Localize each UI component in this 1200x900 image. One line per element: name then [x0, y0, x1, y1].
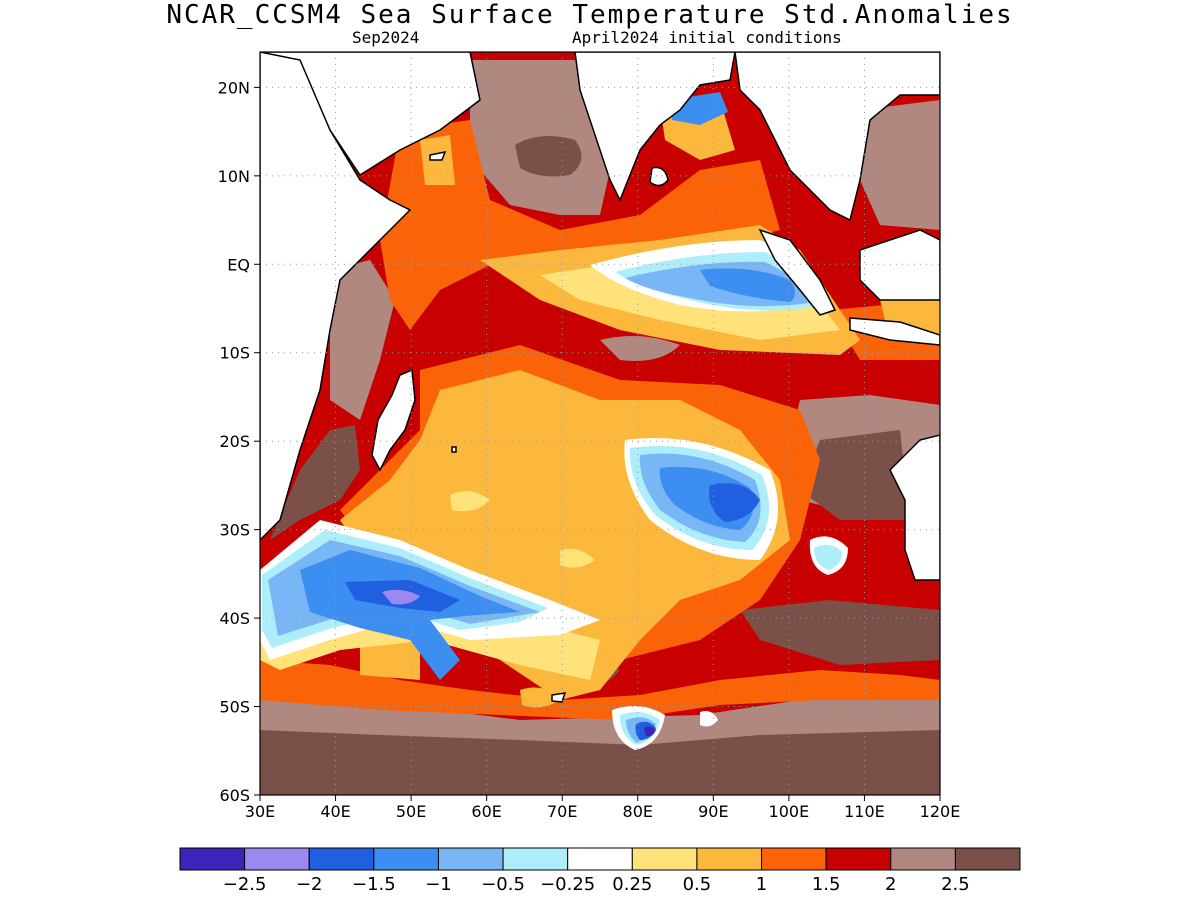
- lat-tick-label: 50S: [219, 698, 250, 717]
- lat-tick-label: 10N: [218, 167, 250, 186]
- colorbar-swatch: [567, 847, 633, 871]
- land-kerguelen: [551, 692, 567, 703]
- colorbar-swatch: [890, 847, 956, 871]
- valid-month-label: Sep2024: [352, 28, 420, 47]
- lon-tick-label: 50E: [396, 802, 426, 821]
- colorbar-swatch: [179, 847, 246, 871]
- lon-tick-label: 100E: [769, 802, 810, 821]
- colorbar-label: 1.5: [812, 874, 841, 895]
- colorbar-swatch: [761, 847, 827, 871]
- land-socotra: [429, 150, 447, 161]
- field-cyan-ne-ring: [814, 544, 842, 570]
- colorbar-swatch: [244, 847, 310, 871]
- colorbar-swatch: [825, 847, 892, 871]
- init-conditions-label: April2024 initial conditions: [572, 28, 842, 47]
- field-lightorange-kerg-west: [520, 687, 560, 708]
- field-brown-sw-africa: [270, 425, 360, 540]
- colorbar-label: −1: [425, 874, 452, 895]
- plot-frame: [259, 51, 941, 796]
- lat-tick-label: 40S: [219, 609, 250, 628]
- land-masses: [260, 52, 940, 703]
- chart-title: NCAR_CCSM4 Sea Surface Temperature Std.A…: [166, 0, 1014, 30]
- land-india: [574, 52, 736, 202]
- colorbar-label: 2.5: [941, 874, 970, 895]
- colorbar-swatch: [437, 847, 504, 871]
- lat-tick-label: EQ: [227, 255, 250, 274]
- field-lavender-sw: [382, 589, 420, 605]
- colorbar-label: −2.5: [223, 874, 267, 895]
- field-white-south-spot2: [700, 711, 718, 727]
- land-africa-arabia: [260, 52, 481, 542]
- land-australia: [889, 434, 940, 581]
- lon-axis: 30E 40E 50E 60E 70E 80E 90E 100E 110E 120E: [245, 795, 961, 821]
- land-borneo-java: [849, 229, 940, 346]
- colorbar-swatch: [696, 847, 763, 871]
- land-mauritius: [451, 446, 457, 453]
- lon-tick-label: 110E: [844, 802, 885, 821]
- colorbar-label: 0.5: [683, 874, 712, 895]
- colorbar-label: 0.25: [612, 874, 652, 895]
- land-madagascar: [371, 368, 416, 472]
- lon-tick-label: 40E: [320, 802, 350, 821]
- lon-tick-label: 60E: [471, 802, 501, 821]
- lon-tick-label: 80E: [623, 802, 653, 821]
- field-orange-north: [380, 120, 780, 330]
- field-blue-eq: [700, 268, 795, 302]
- colorbar-swatch: [502, 847, 569, 871]
- field-darkblue-central: [709, 483, 760, 522]
- lon-tick-label: 120E: [920, 802, 961, 821]
- land-sumatra: [758, 228, 837, 316]
- lon-tick-label: 70E: [547, 802, 577, 821]
- anomaly-field: [260, 52, 940, 795]
- land-southeast-asia: [734, 52, 940, 222]
- field-brown-somali: [330, 260, 395, 420]
- lat-tick-label: 60S: [219, 786, 250, 805]
- colorbar-label: −1.5: [352, 874, 396, 895]
- field-darkbrown-ne-band: [740, 600, 940, 665]
- colorbar-swatch: [308, 847, 375, 871]
- field-yellow-central: [560, 548, 595, 568]
- field-brown-central-n: [600, 336, 680, 361]
- colorbar-label: −2: [296, 874, 323, 895]
- colorbar-label: 2: [885, 874, 896, 895]
- field-darkbrown-south: [260, 730, 940, 795]
- field-darkbrown-arabian: [515, 136, 582, 177]
- lat-tick-label: 20S: [219, 432, 250, 451]
- colorbar-label: 1: [756, 874, 767, 895]
- land-srilanka: [649, 166, 669, 187]
- field-orange-south-band: [260, 660, 940, 720]
- lat-axis: 20N 10N EQ 10S 20S 30S 40S 50S 60S: [218, 78, 260, 805]
- lon-tick-label: 30E: [245, 802, 275, 821]
- colorbar: −2.5 −2 −1.5 −1 −0.5 −0.25 0.25 0.5 1 1.5 2 2.5: [179, 847, 1021, 895]
- field-purple-central: [740, 499, 752, 508]
- field-brown-southchina: [860, 100, 940, 230]
- lat-tick-label: 10S: [219, 344, 250, 363]
- colorbar-swatch: [631, 847, 698, 871]
- field-yellow-central-w: [450, 491, 490, 512]
- lon-tick-label: 90E: [698, 802, 728, 821]
- colorbar-label: −0.5: [481, 874, 525, 895]
- field-darkbrown-australia-west: [800, 430, 910, 520]
- lat-tick-label: 20N: [218, 78, 250, 97]
- field-purple-south-spot: [644, 726, 656, 737]
- colorbar-swatch: [373, 847, 439, 871]
- lat-tick-label: 30S: [219, 521, 250, 540]
- colorbar-swatch: [954, 847, 1021, 871]
- colorbar-label: −0.25: [540, 874, 595, 895]
